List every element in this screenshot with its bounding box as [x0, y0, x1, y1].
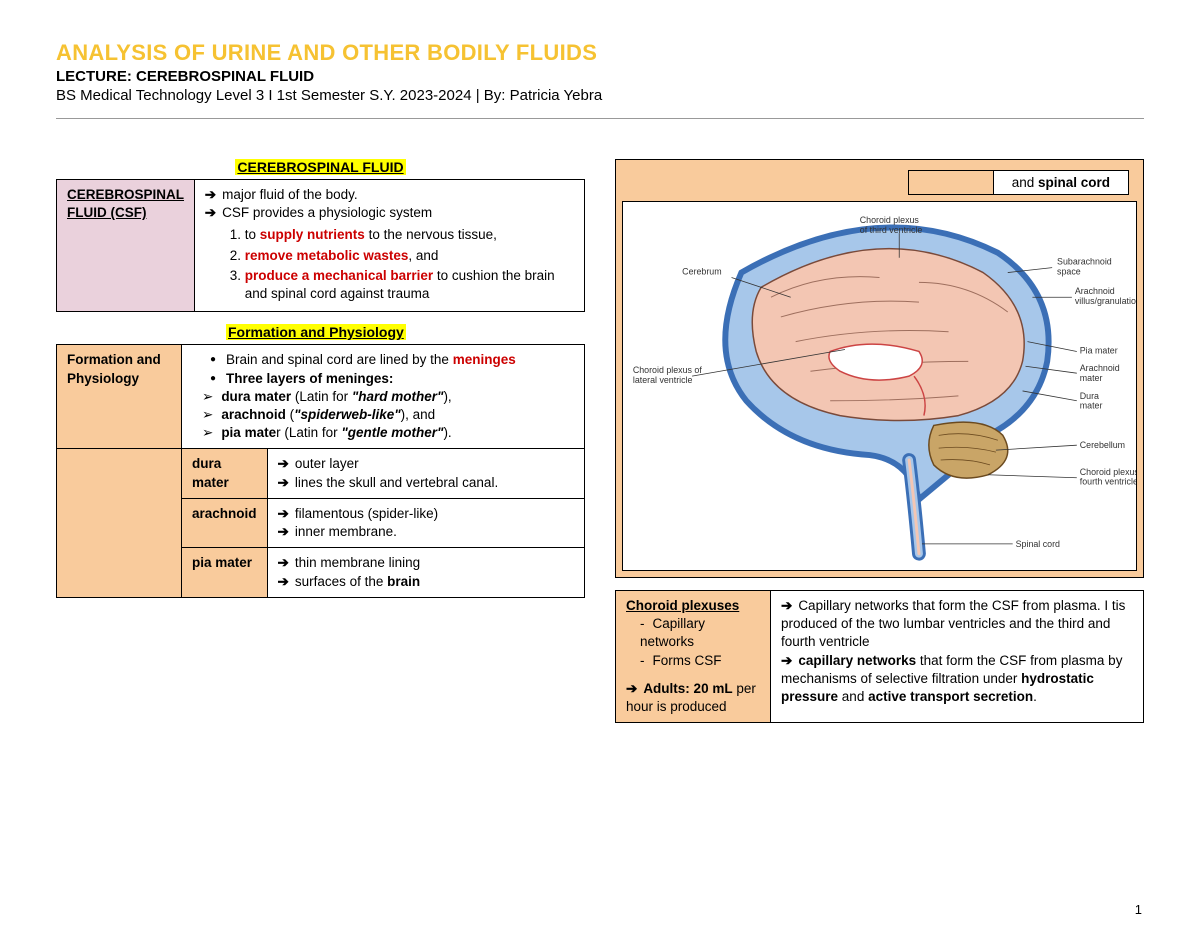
diagram-label: Cerebrum: [682, 267, 721, 277]
page-number: 1: [1135, 902, 1142, 917]
list-item: lines the skull and vertebral canal.: [278, 474, 574, 492]
mini-swatch-cell: [908, 171, 993, 195]
list-item: Capillary networks: [640, 615, 760, 651]
dura-label: dura mater: [182, 449, 268, 498]
list-item: remove metabolic wastes, and: [245, 247, 574, 265]
diagram-label: Pia mater: [1080, 345, 1118, 355]
table-row: and spinal cord: [908, 171, 1128, 195]
diagram-label: Choroid plexus offourth ventricle: [1080, 467, 1136, 487]
doc-meta: BS Medical Technology Level 3 I 1st Seme…: [56, 87, 1144, 104]
diagram-label: Arachnoidvillus/granulation: [1075, 286, 1136, 306]
mini-text-cell: and spinal cord: [993, 171, 1128, 195]
table-row: Formation and Physiology Brain and spina…: [57, 345, 585, 449]
pia-content: thin membrane lining surfaces of the bra…: [267, 548, 584, 597]
right-column: and spinal cord: [615, 159, 1144, 723]
doc-title: ANALYSIS OF URINE AND OTHER BODILY FLUID…: [56, 40, 1144, 66]
list-item: produce a mechanical barrier to cushion …: [245, 267, 574, 303]
list-item: Three layers of meninges:: [210, 370, 574, 388]
list-item: to supply nutrients to the nervous tissu…: [245, 226, 574, 244]
list-item: inner membrane.: [278, 523, 574, 541]
brain-diagram: Cerebrum Choroid plexus oflateral ventri…: [622, 201, 1137, 571]
list-item: surfaces of the brain: [278, 573, 574, 591]
list-item: major fluid of the body.: [205, 186, 574, 204]
table-row: CEREBROSPINAL FLUID (CSF) major fluid of…: [57, 180, 585, 312]
csf-section: CEREBROSPINAL FLUID CEREBROSPINAL FLUID …: [56, 159, 585, 312]
diagram-label: Subarachnoidspace: [1057, 257, 1112, 277]
table-row: dura mater outer layer lines the skull a…: [57, 449, 585, 498]
choroid-label-cell: Choroid plexuses Capillary networks Form…: [616, 591, 771, 723]
list-item: dura mater (Latin for "hard mother"),: [202, 388, 574, 406]
formation-label-cell: Formation and Physiology: [57, 345, 182, 449]
formation-content-cell: Brain and spinal cord are lined by the m…: [182, 345, 585, 449]
two-column-layout: CEREBROSPINAL FLUID CEREBROSPINAL FLUID …: [56, 159, 1144, 723]
page-header: ANALYSIS OF URINE AND OTHER BODILY FLUID…: [56, 40, 1144, 119]
table-row: Choroid plexuses Capillary networks Form…: [616, 591, 1144, 723]
formation-section: Formation and Physiology Formation and P…: [56, 324, 585, 597]
diagram-label: Choroid plexusof third ventricle: [860, 215, 923, 235]
arachnoid-content: filamentous (spider-like) inner membrane…: [267, 498, 584, 547]
choroid-table: Choroid plexuses Capillary networks Form…: [615, 590, 1144, 723]
header-rule: [56, 118, 1144, 119]
list-item: CSF provides a physiologic system: [205, 204, 574, 222]
blank-orange-cell: [57, 449, 182, 597]
pia-label: pia mater: [182, 548, 268, 597]
list-item: Adults: 20 mL per hour is produced: [626, 680, 760, 716]
choroid-content-cell: Capillary networks that form the CSF fro…: [771, 591, 1144, 723]
arachnoid-label: arachnoid: [182, 498, 268, 547]
doc-subtitle: LECTURE: CEREBROSPINAL FLUID: [56, 68, 1144, 85]
csf-table: CEREBROSPINAL FLUID (CSF) major fluid of…: [56, 179, 585, 312]
list-item: outer layer: [278, 455, 574, 473]
csf-label-cell: CEREBROSPINAL FLUID (CSF): [57, 180, 195, 312]
list-item: Capillary networks that form the CSF fro…: [781, 597, 1133, 652]
mini-table: and spinal cord: [908, 170, 1129, 195]
diagram-label: Arachnoidmater: [1080, 363, 1120, 383]
diagram-label: Cerebellum: [1080, 440, 1125, 450]
list-item: Brain and spinal cord are lined by the m…: [210, 351, 574, 369]
diagram-label: Duramater: [1080, 391, 1103, 411]
list-item: pia mater (Latin for "gentle mother").: [202, 424, 574, 442]
list-item: Forms CSF: [640, 652, 760, 670]
formation-heading: Formation and Physiology: [226, 324, 406, 340]
csf-content-cell: major fluid of the body. CSF provides a …: [194, 180, 584, 312]
dura-content: outer layer lines the skull and vertebra…: [267, 449, 584, 498]
diagram-label: Choroid plexus oflateral ventricle: [633, 365, 702, 385]
list-item: capillary networks that form the CSF fro…: [781, 652, 1133, 707]
list-item: filamentous (spider-like): [278, 505, 574, 523]
list-item: arachnoid ("spiderweb-like"), and: [202, 406, 574, 424]
formation-table: Formation and Physiology Brain and spina…: [56, 344, 585, 597]
csf-heading: CEREBROSPINAL FLUID: [235, 159, 405, 175]
diagram-label: Spinal cord: [1016, 539, 1060, 549]
left-column: CEREBROSPINAL FLUID CEREBROSPINAL FLUID …: [56, 159, 585, 598]
right-top-panel: and spinal cord: [615, 159, 1144, 578]
list-item: thin membrane lining: [278, 554, 574, 572]
brain-svg: Cerebrum Choroid plexus oflateral ventri…: [623, 202, 1136, 570]
